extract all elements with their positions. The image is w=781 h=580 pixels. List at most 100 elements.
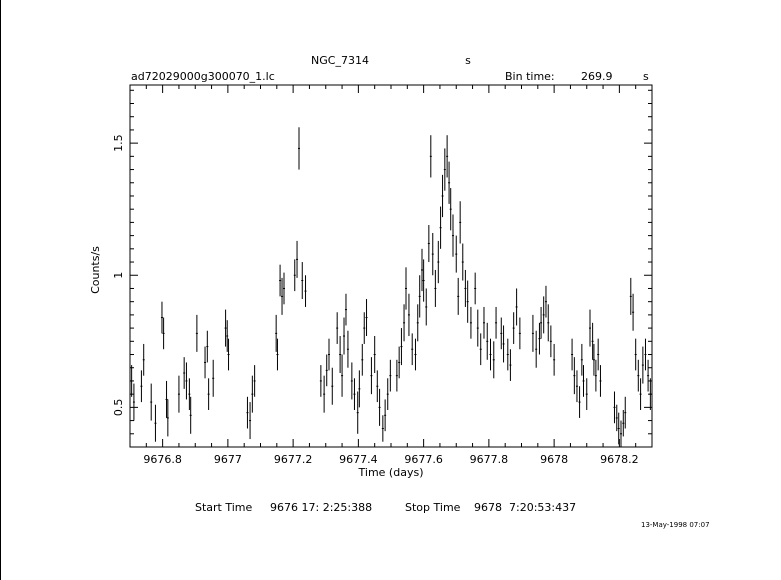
data-point (297, 127, 300, 170)
y-tick-label: 0.5 (112, 399, 125, 417)
chart-title: NGC_7314 (311, 54, 369, 67)
data-point (339, 336, 342, 374)
data-point (185, 362, 188, 400)
data-point (414, 338, 417, 371)
x-tick-label: 9678 (540, 453, 568, 466)
data-point (622, 410, 625, 437)
data-point (150, 383, 153, 421)
data-point (403, 304, 406, 342)
data-point (204, 346, 207, 379)
data-point (459, 201, 462, 244)
data-point (276, 338, 279, 371)
data-point (207, 378, 210, 411)
data-point (319, 365, 322, 397)
x-axis-label: Time (days) (358, 466, 424, 479)
data-point (629, 277, 632, 315)
data-point (331, 367, 334, 405)
data-point (328, 338, 331, 371)
data-point (325, 354, 328, 387)
data-point (398, 346, 401, 379)
data-point (142, 343, 145, 376)
data-point (515, 288, 518, 326)
y-axis-label: Counts/s (89, 246, 102, 294)
data-point (486, 322, 489, 360)
data-point (384, 399, 387, 432)
start-time-label: Start Time (195, 501, 253, 514)
data-point (188, 378, 191, 411)
data-point (509, 349, 512, 381)
data-point (183, 357, 186, 389)
data-point (451, 214, 454, 257)
bin-time-unit: s (643, 70, 649, 83)
data-point (624, 396, 627, 429)
data-point (500, 317, 503, 350)
data-point (346, 330, 349, 368)
data-point (206, 330, 209, 363)
data-point (251, 375, 254, 413)
data-point (189, 396, 192, 434)
data-point (464, 269, 467, 307)
data-point (446, 135, 449, 178)
data-point (373, 336, 376, 374)
data-point (420, 248, 423, 292)
window-left-border (0, 0, 1, 580)
data-point (389, 359, 392, 392)
data-point (585, 378, 588, 411)
data-point (341, 354, 344, 397)
timestamp-stamp: 13-May-1998 07:07 (641, 521, 710, 529)
data-point (571, 338, 574, 371)
data-point (350, 362, 353, 400)
bin-time-label: Bin time: (505, 70, 555, 83)
data-point (592, 343, 595, 376)
data-point (381, 415, 384, 442)
data-point (166, 399, 169, 437)
data-point (224, 309, 227, 347)
data-point (363, 312, 366, 344)
data-point (336, 312, 339, 344)
data-point (249, 402, 252, 440)
data-point (425, 288, 428, 326)
data-point (449, 188, 452, 231)
data-point (358, 370, 361, 408)
data-point (589, 309, 592, 347)
data-point (344, 293, 347, 326)
data-point (620, 420, 623, 447)
data-point (353, 378, 356, 411)
data-point (160, 301, 163, 334)
data-point (578, 386, 581, 418)
x-tick-label: 9677.4 (339, 453, 378, 466)
data-point (641, 346, 644, 384)
data-point (361, 343, 364, 376)
data-point (400, 328, 403, 366)
data-point (542, 296, 545, 334)
data-point (639, 378, 642, 411)
data-point (301, 262, 304, 300)
y-axis-ticks: 0.5 1 1.5 (112, 89, 652, 435)
data-point (637, 359, 640, 392)
data-point (323, 375, 326, 413)
data-point (547, 304, 550, 342)
data-point (479, 333, 482, 366)
y-tick-label: 1.5 (112, 134, 125, 152)
data-point (405, 267, 408, 310)
data-point (553, 343, 556, 376)
data-point (644, 338, 647, 371)
data-point (132, 383, 135, 421)
x-axis-ticks: 9676.8 9677 9677.2 9677.4 9677.6 9677.8 9678 96… (129, 85, 653, 466)
data-point (457, 277, 460, 315)
x-tick-label: 9678.2 (600, 453, 639, 466)
data-point (466, 280, 469, 323)
data-point (538, 322, 541, 355)
chart-subtitle: ad72029000g300070_1.lc (131, 70, 275, 83)
data-point (632, 293, 635, 331)
data-point (613, 391, 616, 424)
data-point (549, 325, 552, 358)
data-point (356, 391, 359, 434)
data-point (575, 370, 578, 403)
data-point (195, 314, 198, 352)
data-point (411, 333, 414, 366)
data-point (441, 174, 444, 218)
chart-title-suffix: s (465, 54, 471, 67)
data-point (227, 338, 230, 371)
